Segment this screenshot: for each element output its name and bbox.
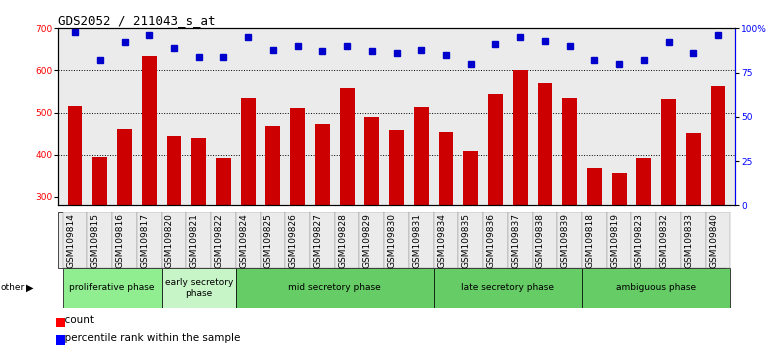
Text: GSM109835: GSM109835 <box>462 213 470 268</box>
Text: GSM109829: GSM109829 <box>363 213 372 268</box>
Bar <box>508 212 533 268</box>
Bar <box>117 130 132 323</box>
Bar <box>58 212 725 268</box>
Bar <box>711 86 725 323</box>
Text: early secretory
phase: early secretory phase <box>165 278 233 298</box>
Bar <box>142 56 156 323</box>
Text: GSM109825: GSM109825 <box>264 213 273 268</box>
Bar <box>389 130 404 323</box>
Text: ambiguous phase: ambiguous phase <box>616 284 696 292</box>
Text: mid secretory phase: mid secretory phase <box>288 284 381 292</box>
Bar <box>631 212 656 268</box>
Text: GSM109821: GSM109821 <box>189 213 199 268</box>
Bar <box>562 98 577 323</box>
Bar <box>68 106 82 323</box>
Bar <box>686 133 701 323</box>
Bar <box>533 212 557 268</box>
Bar <box>310 212 335 268</box>
Text: GSM109837: GSM109837 <box>511 213 521 268</box>
Bar <box>211 212 236 268</box>
Bar <box>384 212 409 268</box>
Bar <box>241 98 256 323</box>
Bar <box>513 70 527 323</box>
Text: GSM109818: GSM109818 <box>585 213 594 268</box>
Text: GDS2052 / 211043_s_at: GDS2052 / 211043_s_at <box>58 14 216 27</box>
Bar <box>661 99 676 323</box>
Bar <box>266 126 280 323</box>
Bar <box>285 212 310 268</box>
Bar <box>186 212 211 268</box>
Text: proliferative phase: proliferative phase <box>69 284 155 292</box>
Text: percentile rank within the sample: percentile rank within the sample <box>58 333 240 343</box>
Text: GSM109836: GSM109836 <box>487 213 495 268</box>
Bar <box>413 107 429 323</box>
Text: other: other <box>1 284 25 292</box>
Bar <box>681 212 705 268</box>
Text: GSM109815: GSM109815 <box>91 213 100 268</box>
Text: GSM109840: GSM109840 <box>709 213 718 268</box>
Bar <box>582 212 607 268</box>
Bar <box>112 212 137 268</box>
Bar <box>611 173 627 323</box>
Text: GSM109827: GSM109827 <box>313 213 323 268</box>
Text: GSM109822: GSM109822 <box>214 213 223 268</box>
Bar <box>162 212 186 268</box>
Text: GSM109823: GSM109823 <box>634 213 644 268</box>
Bar <box>434 212 458 268</box>
Bar <box>587 168 602 323</box>
Bar <box>315 124 330 323</box>
Bar <box>62 212 88 268</box>
Text: GSM109839: GSM109839 <box>561 213 570 268</box>
Text: GSM109828: GSM109828 <box>338 213 347 268</box>
Text: GSM109838: GSM109838 <box>536 213 545 268</box>
Bar <box>458 212 483 268</box>
Bar <box>582 268 731 308</box>
Bar <box>340 88 354 323</box>
Bar <box>537 83 552 323</box>
Bar <box>464 150 478 323</box>
Bar <box>260 212 285 268</box>
Bar <box>409 212 434 268</box>
Text: GSM109816: GSM109816 <box>116 213 125 268</box>
Bar <box>364 117 380 323</box>
Bar <box>191 138 206 323</box>
Text: GSM109833: GSM109833 <box>685 213 693 268</box>
Text: late secretory phase: late secretory phase <box>461 284 554 292</box>
Bar <box>434 268 582 308</box>
Bar <box>88 212 112 268</box>
Bar <box>216 158 231 323</box>
Bar <box>335 212 360 268</box>
Bar <box>705 212 731 268</box>
Text: GSM109831: GSM109831 <box>412 213 421 268</box>
Bar <box>290 108 305 323</box>
Text: GSM109817: GSM109817 <box>140 213 149 268</box>
Bar <box>166 136 182 323</box>
Bar <box>137 212 162 268</box>
Text: GSM109830: GSM109830 <box>387 213 397 268</box>
Bar <box>607 212 631 268</box>
Bar <box>483 212 508 268</box>
Text: GSM109826: GSM109826 <box>289 213 298 268</box>
Text: GSM109824: GSM109824 <box>239 213 248 268</box>
Bar <box>236 212 260 268</box>
Text: GSM109832: GSM109832 <box>660 213 668 268</box>
Bar <box>162 268 236 308</box>
Text: count: count <box>58 315 94 325</box>
Bar <box>92 157 107 323</box>
Bar <box>62 268 162 308</box>
Bar <box>488 95 503 323</box>
Bar <box>557 212 582 268</box>
Text: GSM109834: GSM109834 <box>437 213 446 268</box>
Bar <box>439 132 454 323</box>
Text: ▶: ▶ <box>26 283 34 293</box>
Bar <box>360 212 384 268</box>
Text: GSM109819: GSM109819 <box>610 213 619 268</box>
Bar <box>637 158 651 323</box>
Text: GSM109814: GSM109814 <box>66 213 75 268</box>
Text: GSM109820: GSM109820 <box>165 213 174 268</box>
Bar <box>236 268 434 308</box>
Bar <box>656 212 681 268</box>
